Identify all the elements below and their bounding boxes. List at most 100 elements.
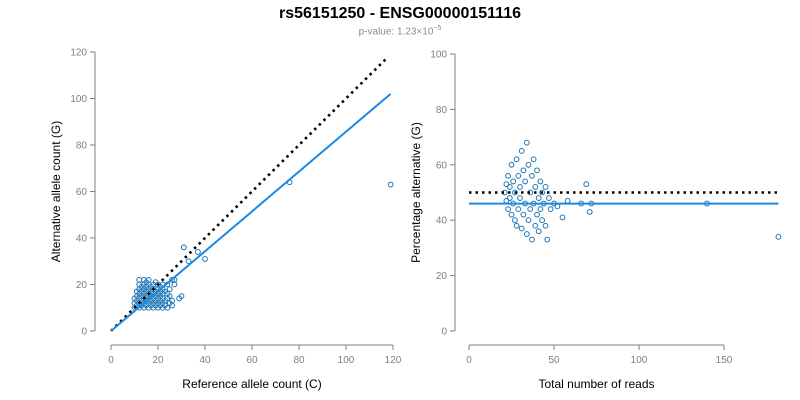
right-data-point <box>518 148 525 154</box>
left-x-tick-label: 100 <box>338 355 355 366</box>
right-data-point <box>529 172 535 179</box>
right-x-tick-label: 150 <box>716 355 733 366</box>
left-y-tick-label: 0 <box>81 327 87 338</box>
right-y-tick-label: 80 <box>436 105 448 116</box>
p-value-exponent: −5 <box>433 25 442 32</box>
left-x-tick-label: 120 <box>385 355 402 366</box>
left-data-point <box>166 293 173 300</box>
right-data-point <box>535 228 542 235</box>
right-data-point <box>512 217 518 224</box>
right-data-point <box>583 181 590 188</box>
right-data-point <box>542 222 549 229</box>
left-data-point <box>164 304 171 311</box>
left-data-point <box>169 297 176 304</box>
right-data-point <box>775 233 782 240</box>
right-data-point <box>527 206 534 213</box>
right-data-point <box>547 206 554 213</box>
right-data-point <box>525 217 532 224</box>
left-x-tick-label: 80 <box>293 355 305 366</box>
left-x-tick-label: 20 <box>152 355 164 366</box>
right-data-point <box>537 178 544 185</box>
right-data-point <box>537 206 544 213</box>
right-data-point <box>517 184 523 190</box>
right-data-point <box>508 211 515 218</box>
right-data-point <box>532 184 539 190</box>
left-fit-line <box>110 93 392 332</box>
right-x-axis-label: Total number of reads <box>538 377 654 391</box>
left-data-point <box>185 258 192 265</box>
right-data-point <box>554 203 561 210</box>
left-x-tick-label: 60 <box>246 355 258 366</box>
figure-title: rs56151250 - ENSG00000151116 <box>279 5 521 22</box>
left-data-point <box>178 293 185 300</box>
right-data-point <box>564 197 571 204</box>
right-x-tick-label: 50 <box>548 355 560 366</box>
right-data-point <box>518 225 525 232</box>
left-data-point <box>136 276 143 283</box>
right-data-point <box>517 195 523 201</box>
right-data-point <box>539 189 545 196</box>
right-data-point <box>559 214 566 221</box>
left-data-point <box>171 281 178 288</box>
left-y-tick-label: 60 <box>76 187 88 198</box>
right-data-point <box>525 161 532 168</box>
right-data-point <box>534 211 540 218</box>
left-data-point <box>387 181 394 188</box>
right-data-point <box>535 195 542 201</box>
right-data-point <box>513 222 520 229</box>
right-data-point <box>512 189 518 196</box>
right-data-point <box>520 167 527 174</box>
right-data-point <box>505 172 512 179</box>
left-x-axis-label: Reference allele count (C) <box>182 377 321 391</box>
left-y-tick-label: 20 <box>76 280 88 291</box>
right-y-tick-label: 40 <box>436 216 448 227</box>
right-data-point <box>546 195 552 201</box>
right-data-point <box>523 231 530 237</box>
right-data-point <box>529 236 535 243</box>
left-reference-line <box>110 55 390 332</box>
left-data-point <box>202 256 208 262</box>
left-data-point <box>169 276 176 283</box>
right-data-point <box>542 184 549 190</box>
right-data-point <box>506 195 513 201</box>
right-data-point <box>503 181 510 188</box>
p-value-text: p-value: 1.23×10 <box>358 26 434 38</box>
left-y-tick-label: 120 <box>70 48 87 59</box>
right-data-point <box>586 208 593 215</box>
right-data-point <box>508 161 515 168</box>
right-data-point <box>523 139 530 146</box>
right-x-tick-label: 0 <box>466 355 472 366</box>
right-data-point <box>539 217 545 224</box>
right-data-point <box>534 167 540 174</box>
left-data-point <box>180 244 187 251</box>
left-x-tick-label: 0 <box>108 355 114 366</box>
right-data-point <box>515 206 522 213</box>
right-y-tick-label: 0 <box>441 327 447 338</box>
right-data-point <box>530 156 537 163</box>
left-data-point <box>195 249 201 255</box>
right-y-tick-label: 20 <box>436 271 448 282</box>
right-data-point <box>505 206 512 213</box>
right-data-point <box>532 222 539 229</box>
right-data-point <box>544 236 551 243</box>
left-y-tick-label: 40 <box>76 234 88 245</box>
left-y-tick-label: 80 <box>76 141 88 152</box>
left-data-point <box>166 286 173 293</box>
right-data-point <box>520 211 527 218</box>
right-y-axis-label: Percentage alternative (G) <box>409 122 423 263</box>
right-y-tick-label: 60 <box>436 160 448 171</box>
right-data-point <box>510 178 517 185</box>
left-y-tick-label: 100 <box>70 94 87 105</box>
right-data-point <box>522 178 528 185</box>
right-x-tick-label: 100 <box>631 355 648 366</box>
right-data-point <box>513 156 520 163</box>
left-x-tick-label: 40 <box>199 355 211 366</box>
p-value-subtitle: p-value: 1.23×10−5 <box>0 25 800 37</box>
left-data-point <box>145 276 152 283</box>
right-data-point <box>515 172 522 179</box>
left-y-axis-label: Alternative allele count (G) <box>49 121 63 262</box>
right-data-point <box>506 184 513 190</box>
right-y-tick-label: 100 <box>430 50 447 61</box>
